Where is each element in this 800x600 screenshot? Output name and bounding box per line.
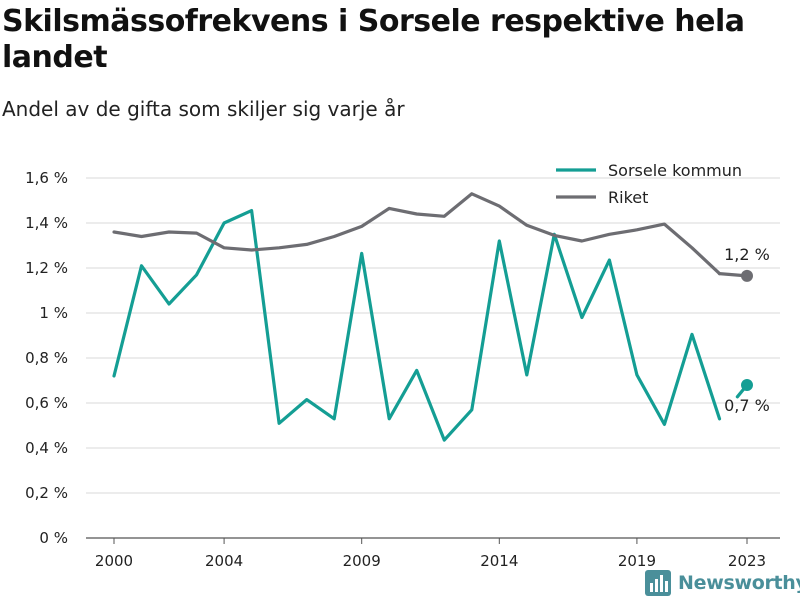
end-value-label: 1,2 %	[724, 245, 770, 264]
legend-label: Riket	[608, 188, 648, 207]
end-point-marker	[741, 379, 753, 391]
chart-title: Skilsmässofrekvens i Sorsele respektive …	[2, 4, 745, 75]
end-labels: 0,7 % 1,2 %	[724, 245, 770, 415]
y-tick-label: 0 %	[39, 529, 68, 547]
brand-name: Newsworthy	[678, 572, 800, 594]
bar-chart-icon	[645, 570, 671, 596]
legend: Sorsele kommun Riket	[556, 161, 742, 207]
series-lines	[112, 192, 753, 442]
series-line-1	[112, 192, 722, 276]
x-tick-label: 2014	[480, 552, 518, 570]
x-tick-label: 2009	[343, 552, 381, 570]
x-tick-label: 2000	[95, 552, 133, 570]
y-tick-label: 0,4 %	[25, 439, 68, 457]
end-value-label: 0,7 %	[724, 396, 770, 415]
grid-lines	[86, 177, 780, 539]
x-tick-label: 2023	[728, 552, 766, 570]
y-tick-label: 0,6 %	[25, 394, 68, 412]
y-tick-label: 0,8 %	[25, 349, 68, 367]
chart-subtitle: Andel av de gifta som skiljer sig varje …	[2, 97, 405, 121]
brand-logo: Newsworthy	[644, 568, 800, 598]
end-point-marker	[741, 269, 753, 282]
y-tick-label: 0,2 %	[25, 484, 68, 502]
legend-label: Sorsele kommun	[608, 161, 742, 180]
axes: 0 % 0,2 % 0,4 % 0,6 % 0,8 % 1 % 1,2 % 1,4 % 1,6 …	[25, 169, 766, 570]
x-tick-label: 2019	[618, 552, 656, 570]
series-line-0	[112, 209, 722, 442]
x-tick-label: 2004	[205, 552, 243, 570]
y-tick-label: 1,6 %	[25, 169, 68, 187]
y-tick-label: 1,4 %	[25, 214, 68, 232]
y-tick-label: 1,2 %	[25, 259, 68, 277]
y-tick-label: 1 %	[39, 304, 68, 322]
